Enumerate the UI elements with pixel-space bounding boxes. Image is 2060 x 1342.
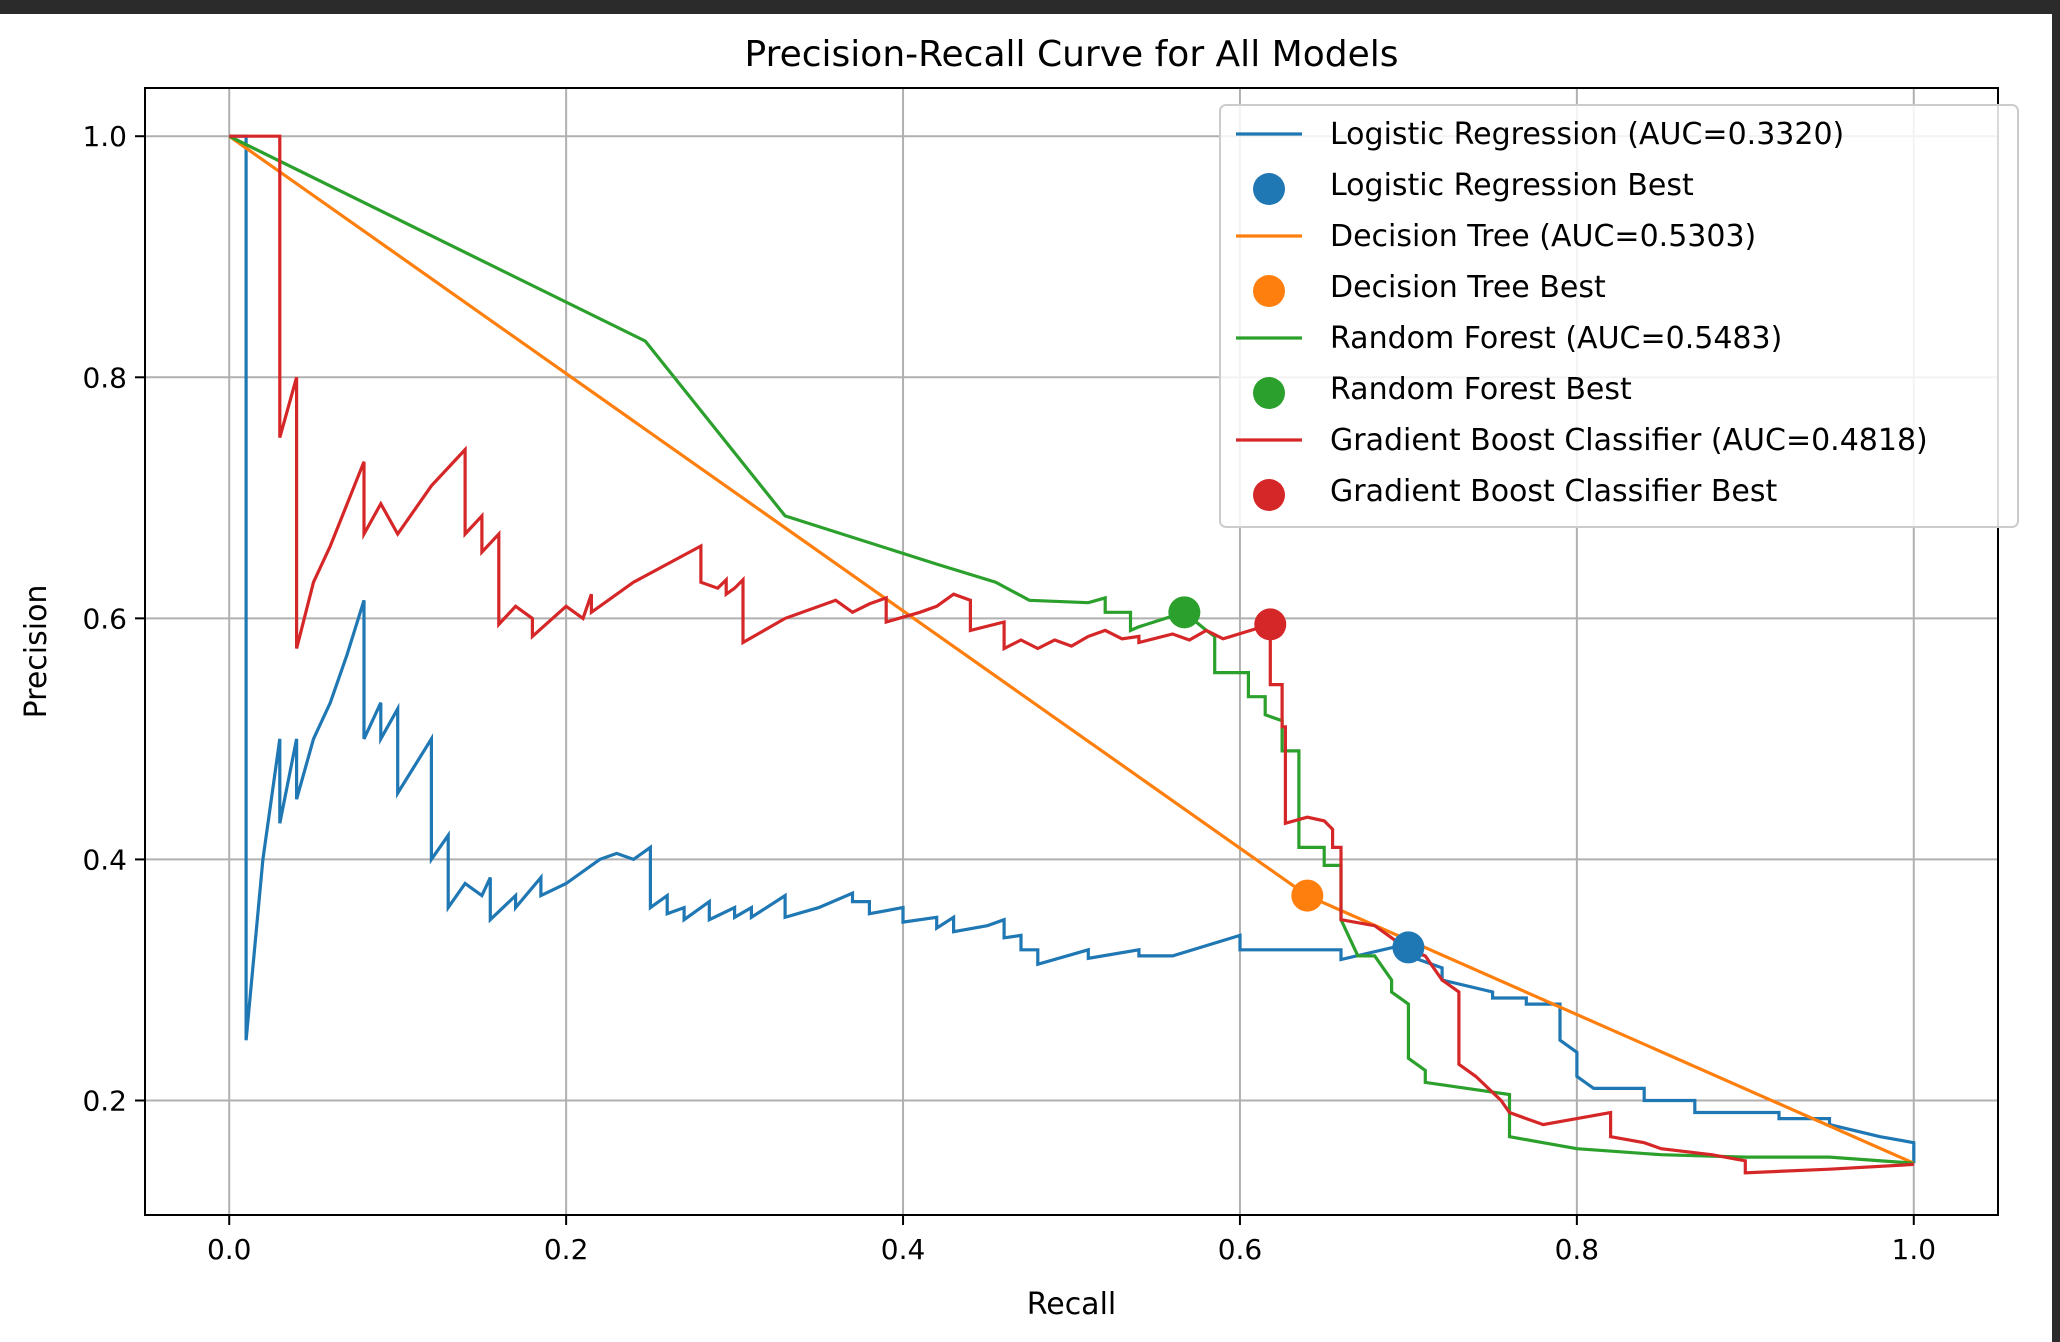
legend-label: Random Forest (AUC=0.5483) [1330, 321, 1782, 356]
random-forest-curve [228, 134, 1914, 1165]
plot-area-frame [144, 87, 1999, 1216]
series-lines [228, 134, 1916, 1175]
gradient-boost-classifier-curve [229, 134, 1914, 1175]
x-tick-label: 0.4 [881, 1233, 926, 1266]
window-top-bar [0, 0, 2060, 14]
y-tick-label: 0.4 [82, 843, 127, 876]
legend-label: Decision Tree Best [1330, 270, 1606, 305]
random-forest-best-marker [1168, 596, 1201, 629]
axis-ticks: 0.0 0.2 0.4 0.6 0.8 1.0 0.2 0.4 0.6 0.8 1.0 [82, 120, 1936, 1266]
legend-label: Logistic Regression Best [1330, 168, 1694, 203]
legend-marker-swatch [1253, 377, 1285, 409]
legend-label: Logistic Regression (AUC=0.3320) [1330, 117, 1844, 152]
x-tick-label: 0.2 [544, 1233, 589, 1266]
best-markers [1168, 596, 1425, 964]
legend-label: Decision Tree (AUC=0.5303) [1330, 219, 1756, 254]
y-tick-label: 0.6 [82, 602, 127, 635]
y-tick-label: 0.8 [82, 361, 127, 394]
y-tick-label: 1.0 [82, 120, 127, 153]
y-tick-label: 0.2 [82, 1084, 127, 1117]
gradient-boost-classifier-best-marker [1254, 608, 1287, 641]
legend-label: Gradient Boost Classifier (AUC=0.4818) [1330, 423, 1928, 458]
x-tick-label: 1.0 [1892, 1233, 1937, 1266]
logistic-regression-best-marker [1392, 931, 1425, 964]
legend-marker-swatch [1253, 479, 1285, 511]
x-tick-label: 0.0 [207, 1233, 252, 1266]
legend-label: Random Forest Best [1330, 372, 1632, 407]
legend-label: Gradient Boost Classifier Best [1330, 474, 1777, 509]
chart-title: Precision-Recall Curve for All Models [745, 34, 1399, 75]
x-axis-label: Recall [1027, 1287, 1117, 1322]
legend-marker-swatch [1253, 173, 1285, 205]
decision-tree-best-marker [1291, 879, 1324, 912]
legend-marker-swatch [1253, 275, 1285, 307]
x-tick-label: 0.8 [1555, 1233, 1600, 1266]
x-tick-label: 0.6 [1218, 1233, 1263, 1266]
legend-box [1219, 104, 2019, 528]
logistic-regression-curve [229, 134, 1916, 1164]
legend: Logistic Regression (AUC=0.3320) Logistic… [1219, 104, 2019, 528]
y-axis-label: Precision [19, 585, 54, 719]
window-right-edge [2052, 0, 2060, 1342]
